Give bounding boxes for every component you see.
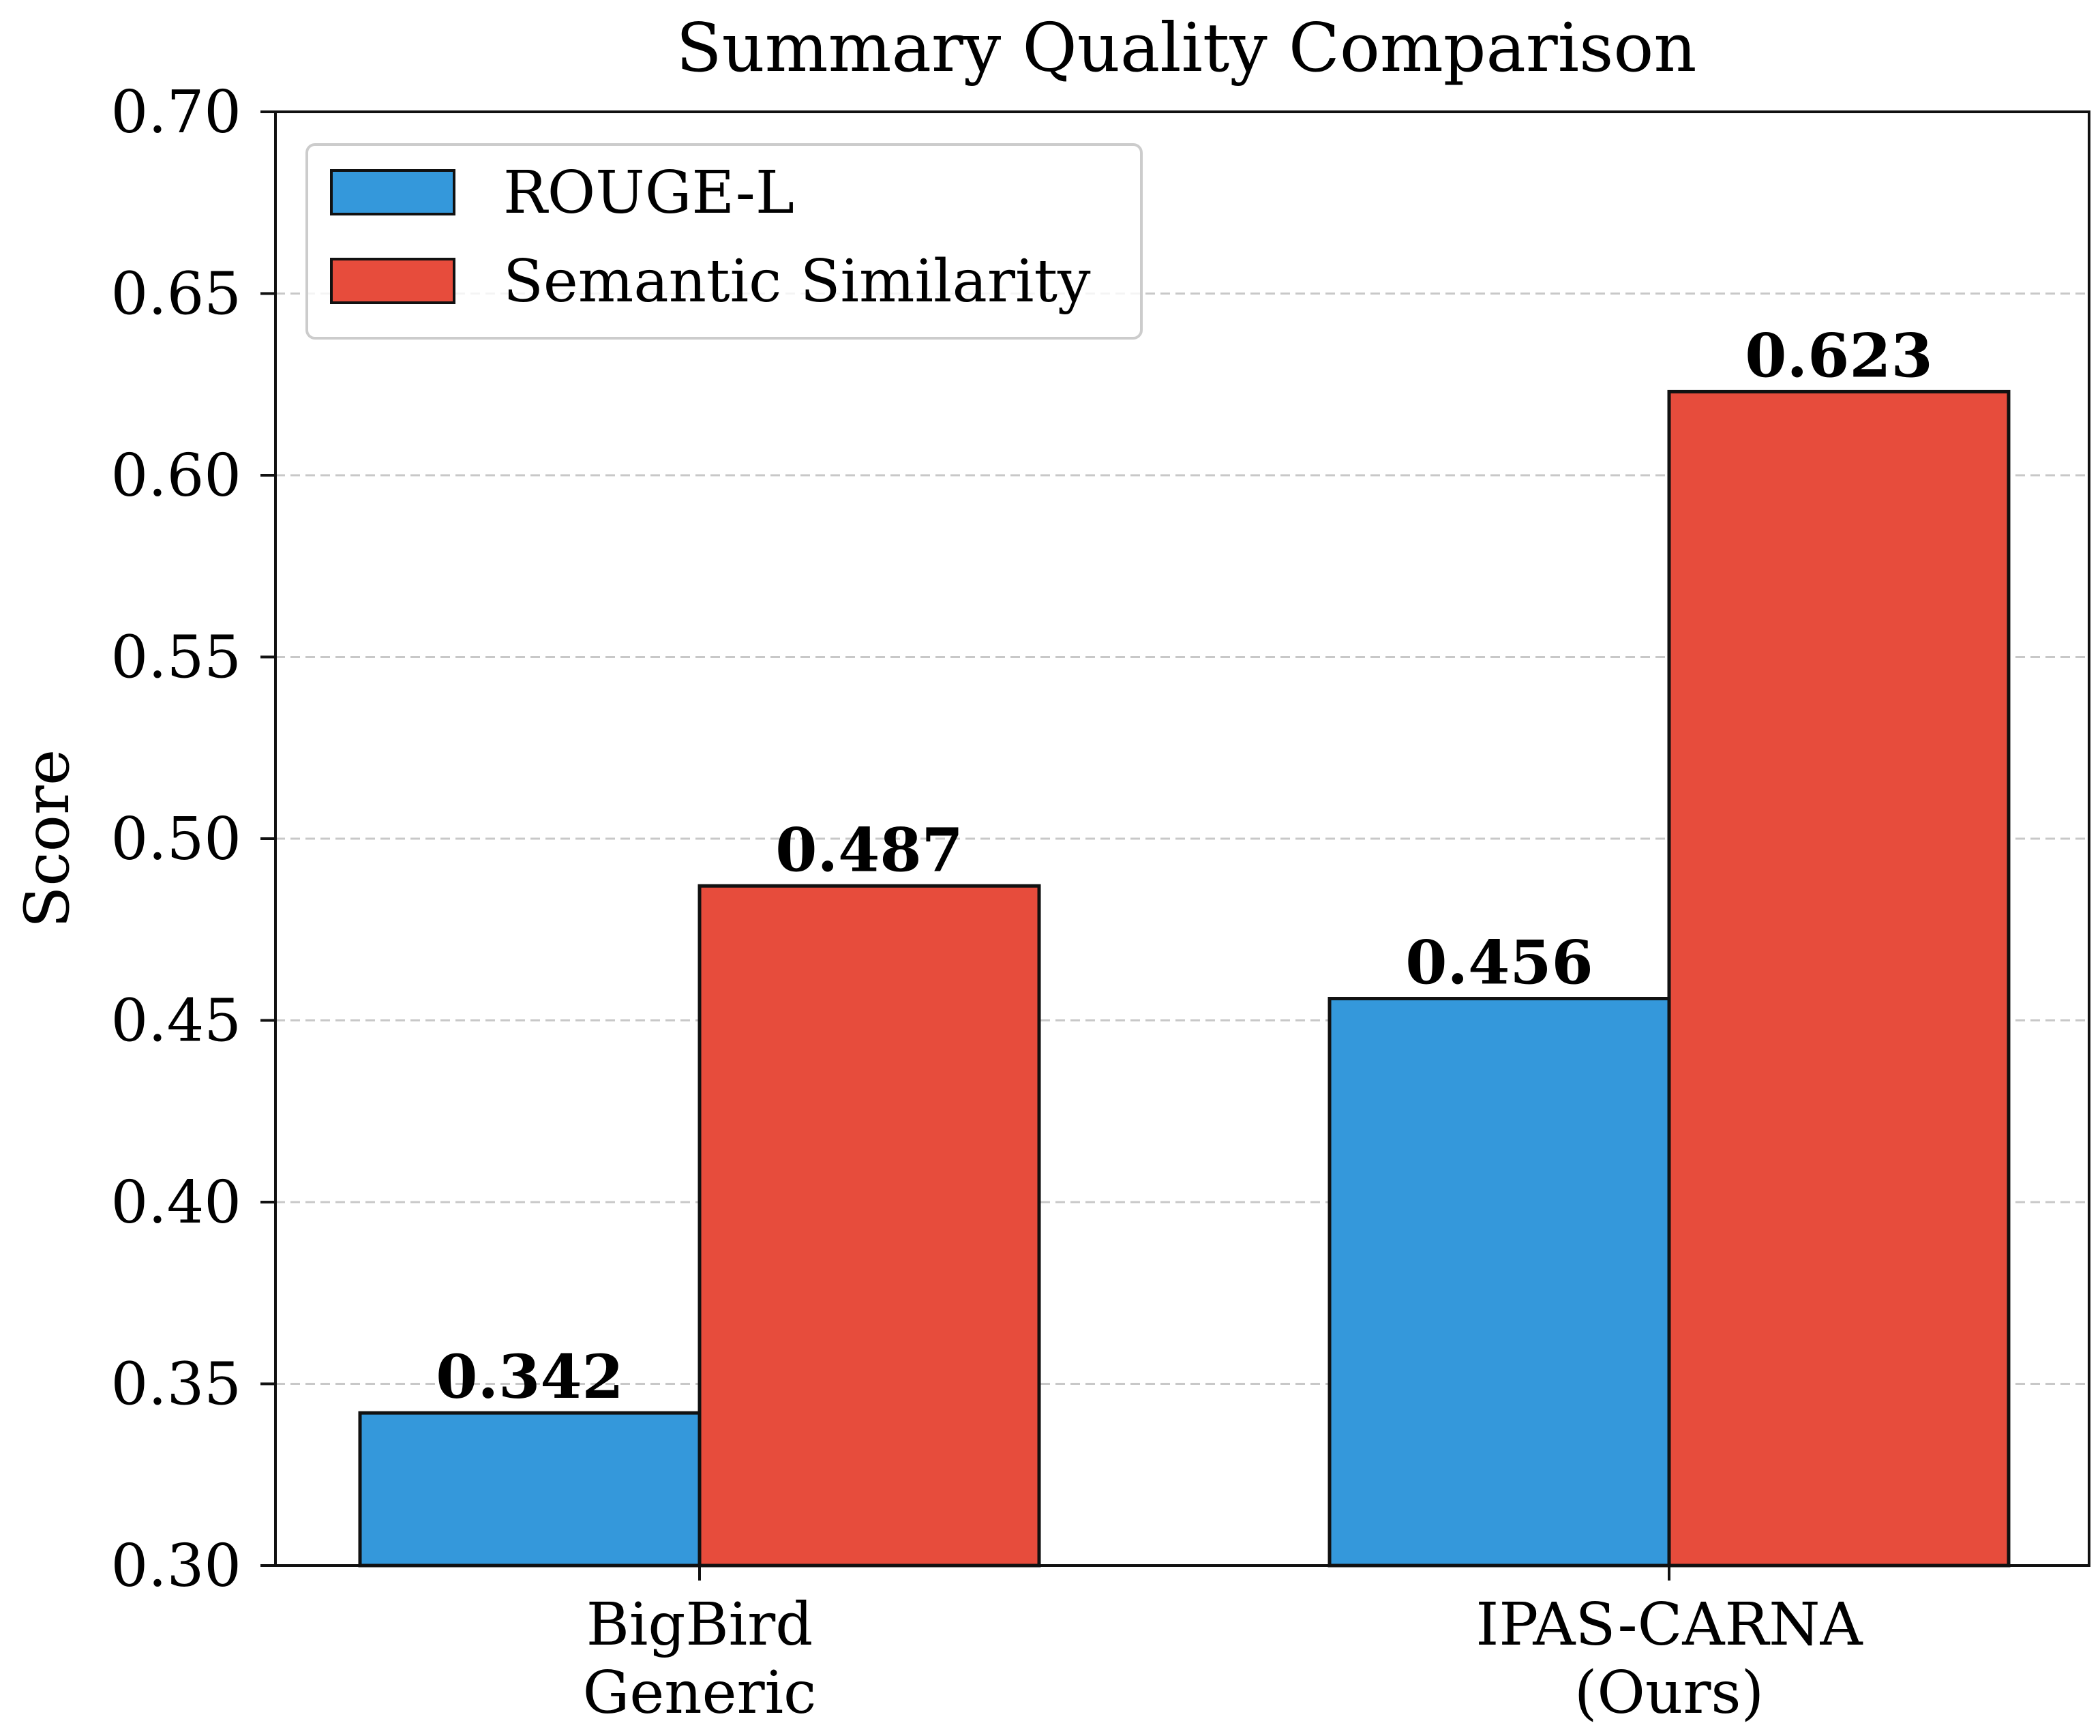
gridlines [275,293,2089,1385]
legend: ROUGE-L Semantic Similarity [305,143,1143,340]
chart-title: Summary Quality Comparison [676,10,1696,87]
y-axis-ticks: 0.30 0.35 0.40 0.45 0.50 0.55 0.60 0.65 0.70 [111,78,275,1600]
value-labels: 0.342 0.456 0.487 0.623 [436,320,1933,1412]
x-tick-label-0-line-0: BigBird [586,1591,813,1659]
x-tick-label-1-line-1: (Ours) [1574,1659,1764,1727]
bar-rouge-l-1 [1328,997,1671,1568]
value-label-semantic-similarity-0: 0.487 [775,814,963,885]
y-tick-label-0.60: 0.60 [111,442,241,510]
bar-rouge-l-0 [358,1411,702,1568]
x-tick-label-1-line-0: IPAS-CARNA [1475,1591,1863,1659]
bar-semantic-similarity-0 [698,884,1041,1568]
legend-label-semantic-similarity: Semantic Similarity [503,248,1091,316]
y-axis-label: Score [12,749,83,929]
legend-label-rouge-l: ROUGE-L [503,159,794,227]
value-label-rouge-l-0: 0.342 [436,1341,624,1412]
legend-swatch-semantic-similarity [330,258,455,304]
legend-box [305,143,1143,340]
y-tick-label-0.45: 0.45 [111,987,241,1056]
y-tick-label-0.30: 0.30 [111,1532,241,1600]
y-tick-label-0.65: 0.65 [111,260,241,329]
y-tick-label-0.50: 0.50 [111,805,241,873]
legend-swatch-rouge-l [330,169,455,215]
y-tick-label-0.40: 0.40 [111,1169,241,1237]
value-label-semantic-similarity-1: 0.623 [1745,320,1933,391]
value-label-rouge-l-1: 0.456 [1405,927,1593,998]
y-tick-label-0.70: 0.70 [111,78,241,147]
y-tick-label-0.55: 0.55 [111,624,241,692]
x-tick-label-0-line-1: Generic [583,1659,817,1727]
bars [358,389,2011,1568]
bar-semantic-similarity-1 [1667,389,2011,1568]
y-tick-label-0.35: 0.35 [111,1351,241,1419]
